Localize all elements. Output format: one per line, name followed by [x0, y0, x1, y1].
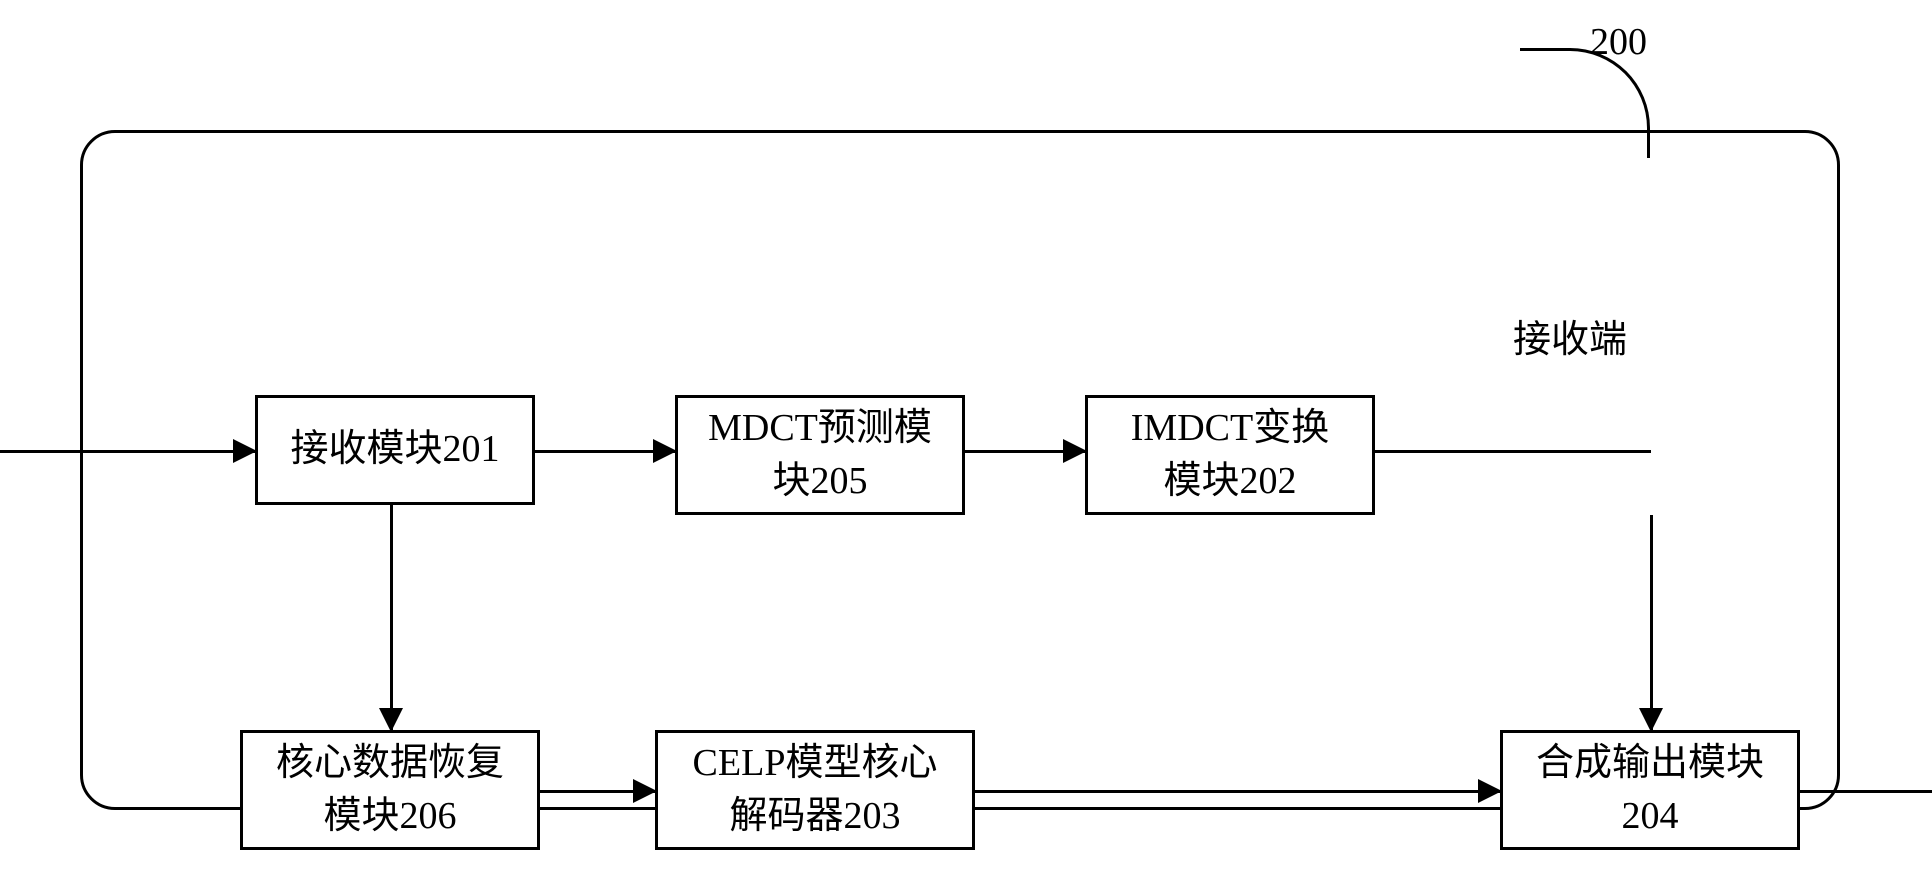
node-n202: IMDCT变换模块202: [1085, 395, 1375, 515]
diagram-id-label: 200: [1590, 20, 1647, 64]
edge-n201-n206: [390, 505, 393, 730]
diagram-title: 接收端: [1513, 308, 1627, 363]
edge-n201-n205: [535, 450, 675, 453]
edge-n202-n204: [1650, 515, 1653, 730]
node-n204: 合成输出模块204: [1500, 730, 1800, 850]
edge-n205-n202: [965, 450, 1085, 453]
node-n206: 核心数据恢复模块206: [240, 730, 540, 850]
edge-input-n201: [0, 450, 255, 453]
edge-n203-n204: [975, 790, 1500, 793]
edge-n202-bend: [1375, 450, 1651, 453]
edge-n204-output: [1800, 790, 1932, 793]
edge-n206-n203: [540, 790, 655, 793]
node-n205: MDCT预测模块205: [675, 395, 965, 515]
node-n203: CELP模型核心解码器203: [655, 730, 975, 850]
node-n201: 接收模块201: [255, 395, 535, 505]
